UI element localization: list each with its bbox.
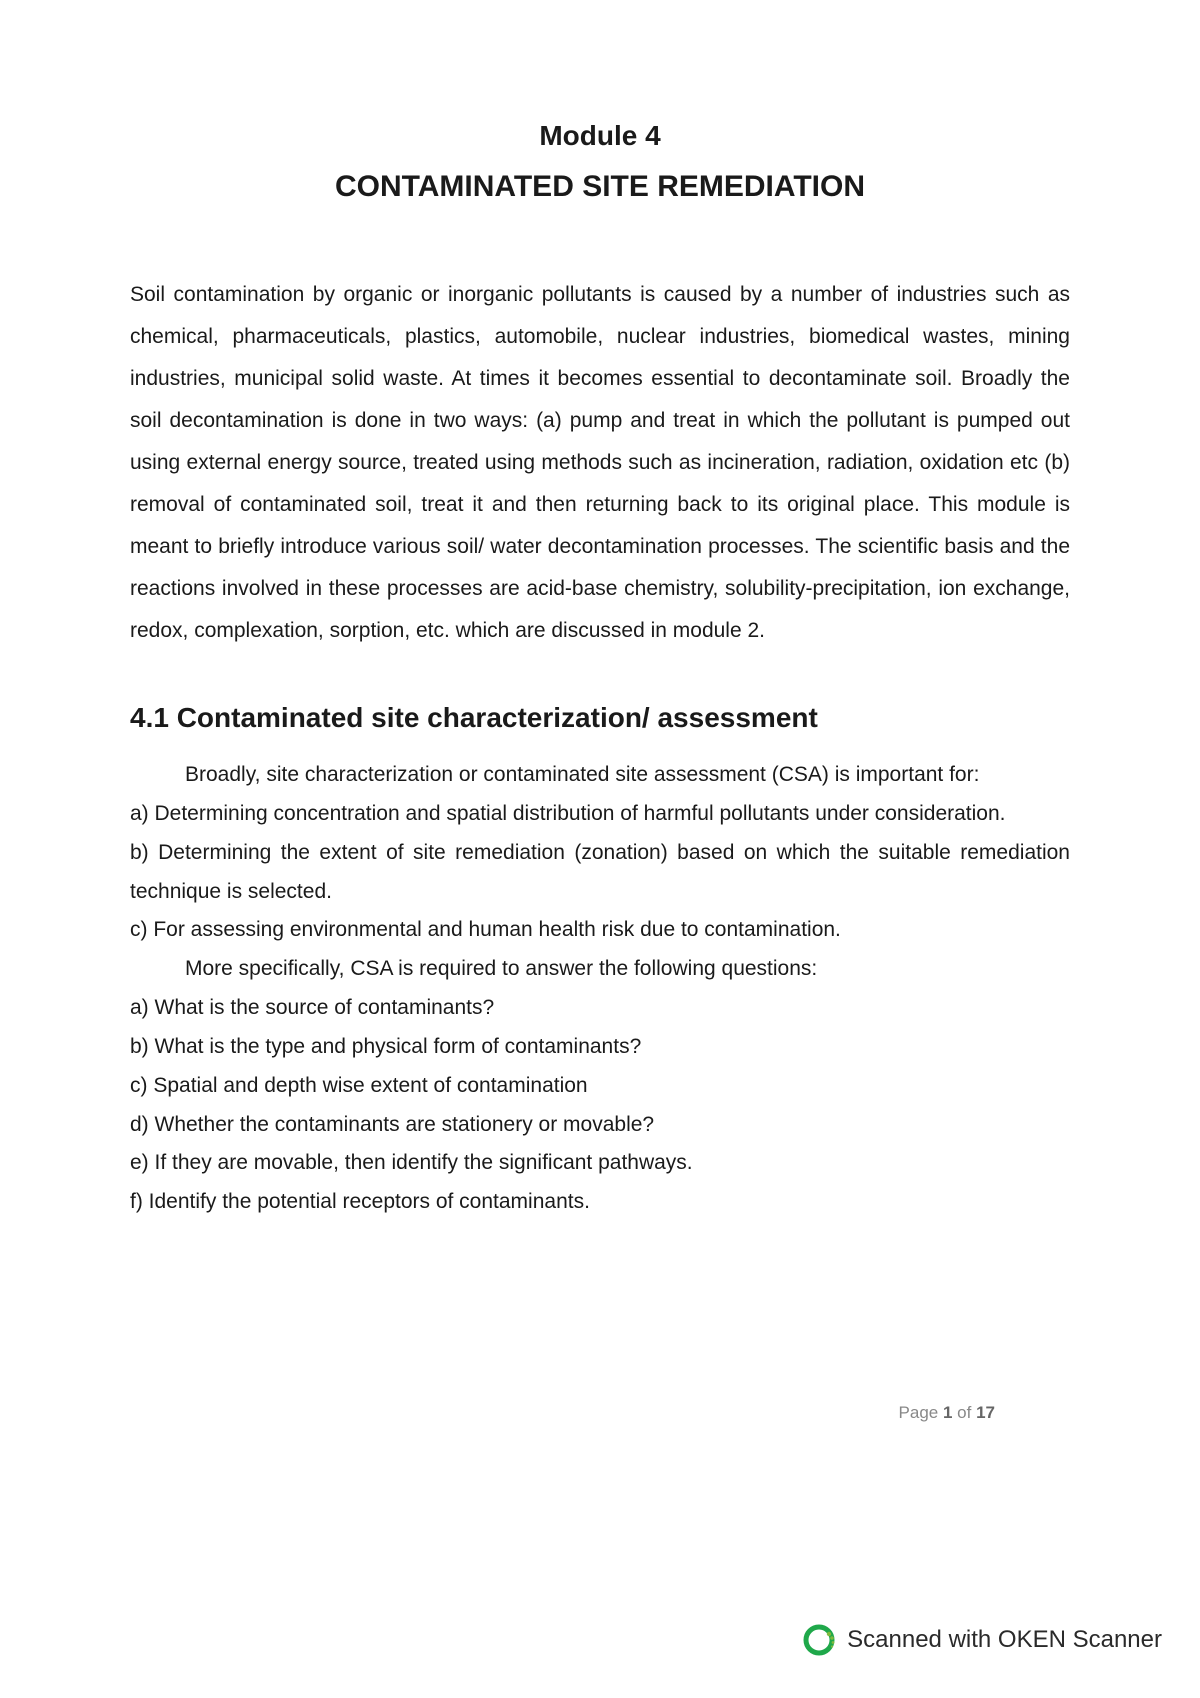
importance-item: a) Determining concentration and spatial… [130,795,1070,834]
scanner-logo-icon [803,1624,835,1656]
page-sep: of [952,1403,976,1422]
scanner-watermark: Scanned with OKEN Scanner [803,1624,1162,1656]
question-item: f) Identify the potential receptors of c… [130,1183,1070,1222]
question-item: b) What is the type and physical form of… [130,1028,1070,1067]
page-total: 17 [976,1403,995,1422]
importance-item: b) Determining the extent of site remedi… [130,834,1070,912]
section-heading: 4.1 Contaminated site characterization/ … [130,702,1070,734]
question-item: e) If they are movable, then identify th… [130,1144,1070,1183]
page-number: Page 1 of 17 [899,1403,995,1423]
page-title: CONTAMINATED SITE REMEDIATION [130,170,1070,204]
question-item: c) Spatial and depth wise extent of cont… [130,1067,1070,1106]
importance-item: c) For assessing environmental and human… [130,911,1070,950]
section-transition: More specifically, CSA is required to an… [130,950,1070,989]
question-item: d) Whether the contaminants are statione… [130,1106,1070,1145]
page-prefix: Page [899,1403,943,1422]
question-item: a) What is the source of contaminants? [130,989,1070,1028]
document-page: Module 4 CONTAMINATED SITE REMEDIATION S… [0,0,1200,1282]
section-lead-in: Broadly, site characterization or contam… [130,756,1070,795]
watermark-text: Scanned with OKEN Scanner [847,1626,1162,1654]
module-label: Module 4 [130,120,1070,152]
intro-paragraph: Soil contamination by organic or inorgan… [130,274,1070,652]
